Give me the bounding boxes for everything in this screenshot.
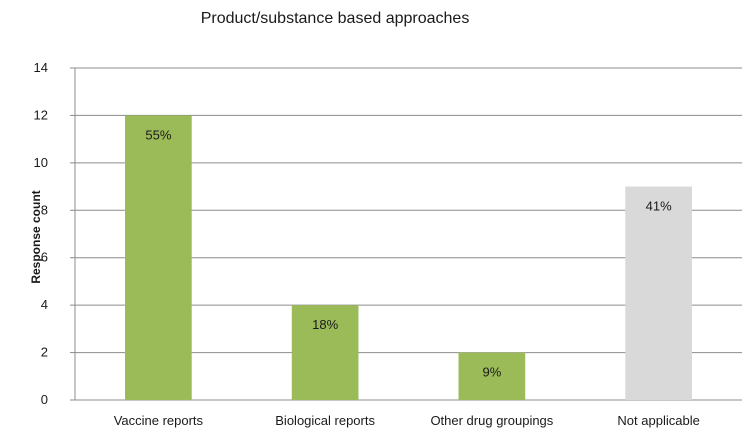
y-tick-label: 2 bbox=[41, 345, 48, 360]
y-tick-label: 10 bbox=[34, 155, 48, 170]
y-tick-label: 8 bbox=[41, 202, 48, 217]
bar-other-drug-groupings bbox=[458, 352, 526, 400]
y-axis-label: Response count bbox=[29, 190, 43, 283]
bar-not-applicable bbox=[625, 186, 692, 400]
data-label: 18% bbox=[312, 317, 338, 332]
x-category-label: Other drug groupings bbox=[430, 413, 553, 428]
x-category-label: Biological reports bbox=[275, 413, 375, 428]
x-axis-categories: Vaccine reports Biological reports Other d… bbox=[114, 413, 700, 428]
data-label: 41% bbox=[646, 199, 672, 214]
data-labels: 55% 18% 9% 41% bbox=[145, 127, 672, 379]
x-category-label: Not applicable bbox=[617, 413, 699, 428]
bars bbox=[125, 115, 692, 400]
data-label: 9% bbox=[482, 365, 501, 380]
bar-vaccine-reports bbox=[125, 115, 192, 400]
y-tick-label: 6 bbox=[41, 250, 48, 265]
y-axis-ticks: 0 2 4 6 8 10 12 14 bbox=[34, 60, 48, 407]
y-tick-label: 14 bbox=[34, 60, 48, 75]
y-tick-label: 12 bbox=[34, 107, 48, 122]
x-category-label: Vaccine reports bbox=[114, 413, 204, 428]
chart-title: Product/substance based approaches bbox=[201, 10, 470, 27]
y-tick-label: 0 bbox=[41, 392, 48, 407]
data-label: 55% bbox=[145, 127, 171, 142]
y-tick-label: 4 bbox=[41, 297, 48, 312]
bar-biological-reports bbox=[291, 305, 359, 400]
